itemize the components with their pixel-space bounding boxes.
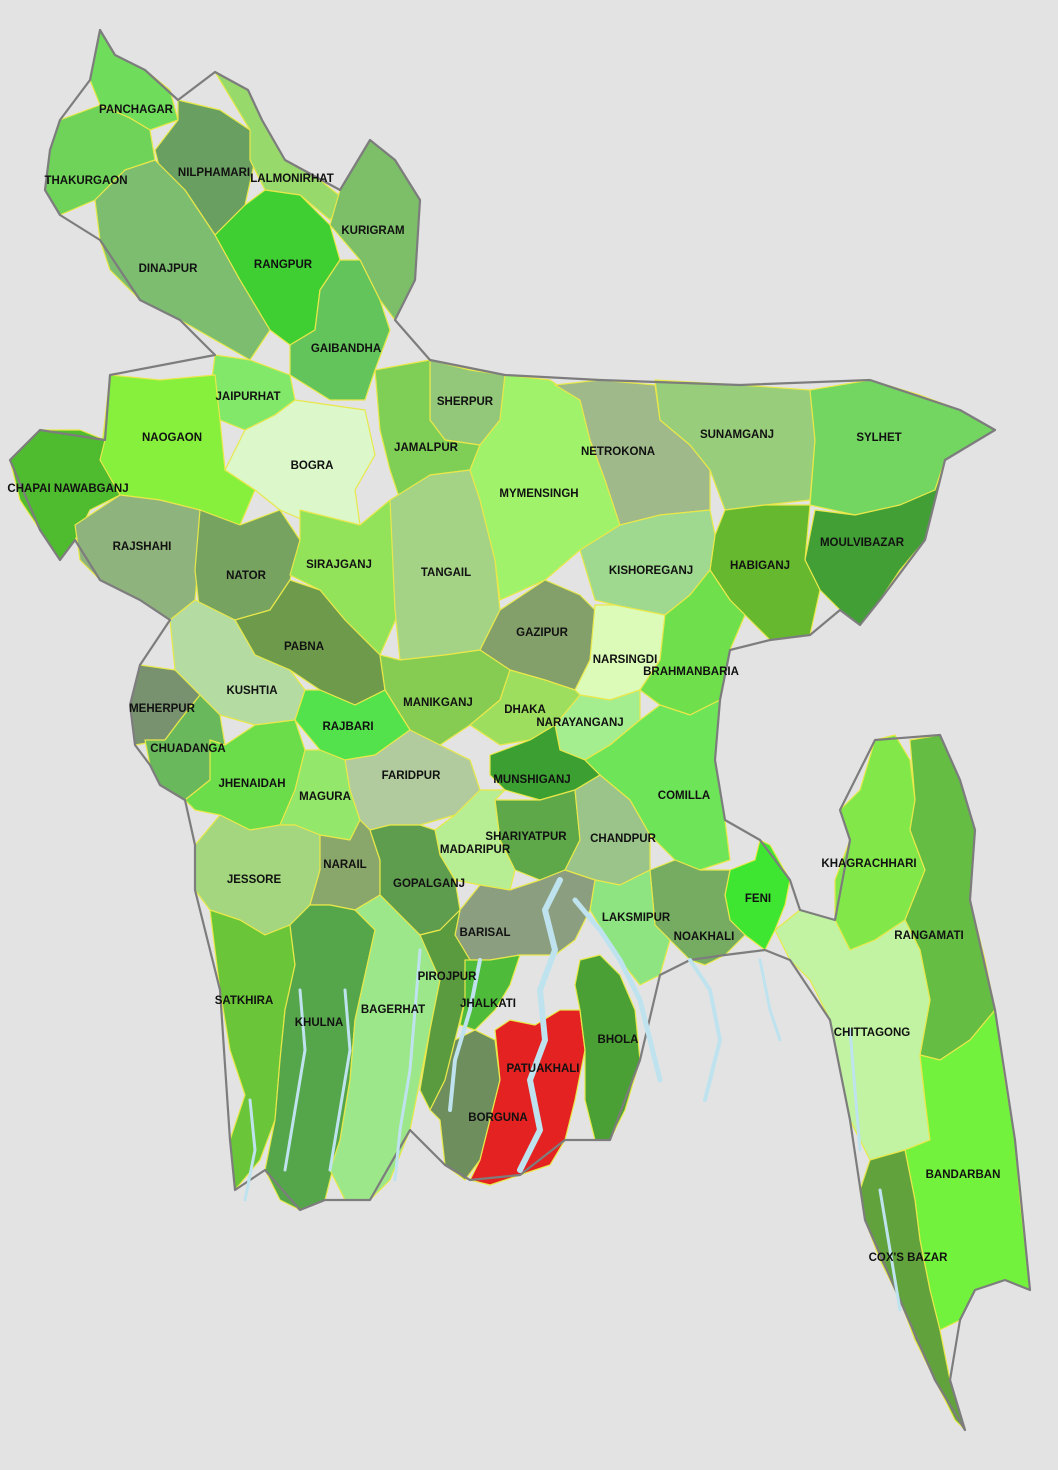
label-gopalganj: GOPALGANJ (393, 878, 465, 890)
label-dinajpur: DINAJPUR (139, 263, 198, 275)
label-rangpur: RANGPUR (254, 259, 313, 271)
country-outline (8, 28, 1032, 1432)
label-gaibandha: GAIBANDHA (311, 343, 381, 355)
label-sirajganj: SIRAJGANJ (306, 559, 372, 571)
label-satkhira: SATKHIRA (215, 995, 274, 1007)
label-borguna: BORGUNA (468, 1112, 527, 1124)
label-jessore: JESSORE (227, 874, 282, 886)
label-bogra: BOGRA (291, 460, 334, 472)
district-bogra[interactable] (224, 399, 376, 526)
label-jamalpur: JAMALPUR (394, 442, 459, 454)
district-jhalkati[interactable] (459, 954, 521, 1031)
label-pirojpur: PIROJPUR (418, 971, 477, 983)
district-gaibandha[interactable] (289, 259, 391, 401)
label-naogaon: NAOGAON (142, 432, 202, 444)
label-gazipur: GAZIPUR (516, 627, 568, 639)
label-habiganj: HABIGANJ (730, 560, 790, 572)
label-nator: NATOR (226, 570, 267, 582)
label-patuakhali: PATUAKHALI (506, 1063, 579, 1075)
label-dhaka: DHAKA (504, 704, 546, 716)
label-panchagar: PANCHAGAR (99, 104, 174, 116)
label-bandarban: BANDARBAN (926, 1169, 1001, 1181)
label-madaripur: MADARIPUR (440, 844, 511, 856)
label-munshiganj: MUNSHIGANJ (493, 774, 570, 786)
label-sylhet: SYLHET (856, 432, 901, 444)
label-barisal: BARISAL (459, 927, 510, 939)
label-moulvibazar: MOULVIBAZAR (820, 537, 905, 549)
label-sunamganj: SUNAMGANJ (700, 429, 774, 441)
label-shariyatpur: SHARIYATPUR (485, 831, 567, 843)
label-chapai: CHAPAI NAWABGANJ (7, 483, 128, 495)
label-meherpur: MEHERPUR (129, 703, 196, 715)
label-kishoreganj: KISHOREGANJ (609, 565, 693, 577)
label-rajbari: RAJBARI (322, 721, 373, 733)
label-kushtia: KUSHTIA (226, 685, 277, 697)
label-jaipurhat: JAIPURHAT (216, 391, 281, 403)
label-laksmipur: LAKSMIPUR (602, 912, 671, 924)
label-comilla: COMILLA (658, 790, 710, 802)
label-coxsbazar: COX'S BAZAR (869, 1252, 948, 1264)
label-manikganj: MANIKGANJ (403, 697, 473, 709)
label-bhola: BHOLA (598, 1034, 639, 1046)
label-sherpur: SHERPUR (437, 396, 494, 408)
label-jhenaidah: JHENAIDAH (218, 778, 285, 790)
label-magura: MAGURA (299, 791, 351, 803)
label-chuadanga: CHUADANGA (150, 743, 225, 755)
label-narayanganj: NARAYANGANJ (536, 717, 623, 729)
label-feni: FENI (745, 893, 771, 905)
label-pabna: PABNA (284, 641, 324, 653)
label-lalmonirhat: LALMONIRHAT (250, 173, 333, 185)
label-chandpur: CHANDPUR (590, 833, 657, 845)
label-noakhali: NOAKHALI (674, 931, 735, 943)
label-netrokona: NETROKONA (581, 446, 655, 458)
label-khagrachhari: KHAGRACHHARI (821, 858, 916, 870)
label-kurigram: KURIGRAM (341, 225, 404, 237)
district-rajshahi[interactable] (74, 494, 201, 621)
district-patuakhali[interactable] (469, 1009, 586, 1186)
label-khulna: KHULNA (295, 1017, 344, 1029)
label-bagerhat: BAGERHAT (361, 1004, 425, 1016)
river-network (243, 877, 902, 1312)
label-rangamati: RANGAMATI (894, 930, 963, 942)
label-tangail: TANGAIL (421, 567, 471, 579)
label-brahmanbaria: BRAHMANBARIA (643, 666, 739, 678)
label-narail: NARAIL (323, 859, 366, 871)
label-jhalkati: JHALKATI (460, 998, 516, 1010)
label-chittagong: CHITTAGONG (834, 1027, 911, 1039)
label-rajshahi: RAJSHAHI (113, 541, 172, 553)
label-faridpur: FARIDPUR (382, 770, 441, 782)
label-narsingdi: NARSINGDI (593, 654, 658, 666)
district-dinajpur[interactable] (94, 159, 271, 361)
label-thakurgaon: THAKURGAON (44, 175, 127, 187)
label-nilphamari: NILPHAMARI (178, 167, 250, 179)
label-mymensingh: MYMENSINGH (499, 488, 578, 500)
